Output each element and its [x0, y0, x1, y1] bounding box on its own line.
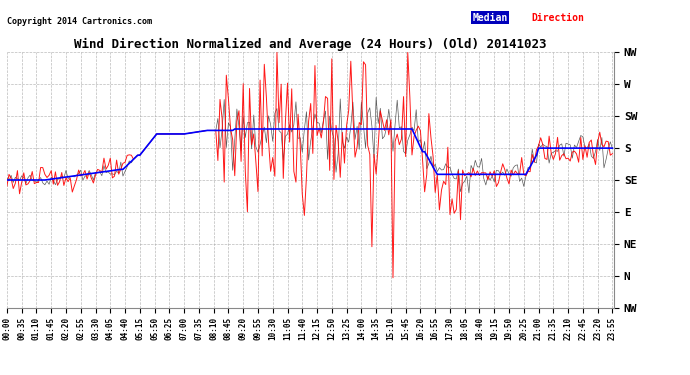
Title: Wind Direction Normalized and Average (24 Hours) (Old) 20141023: Wind Direction Normalized and Average (2… [75, 38, 546, 51]
Text: Median: Median [473, 13, 508, 22]
Text: Direction: Direction [531, 13, 584, 22]
Text: Copyright 2014 Cartronics.com: Copyright 2014 Cartronics.com [7, 17, 152, 26]
